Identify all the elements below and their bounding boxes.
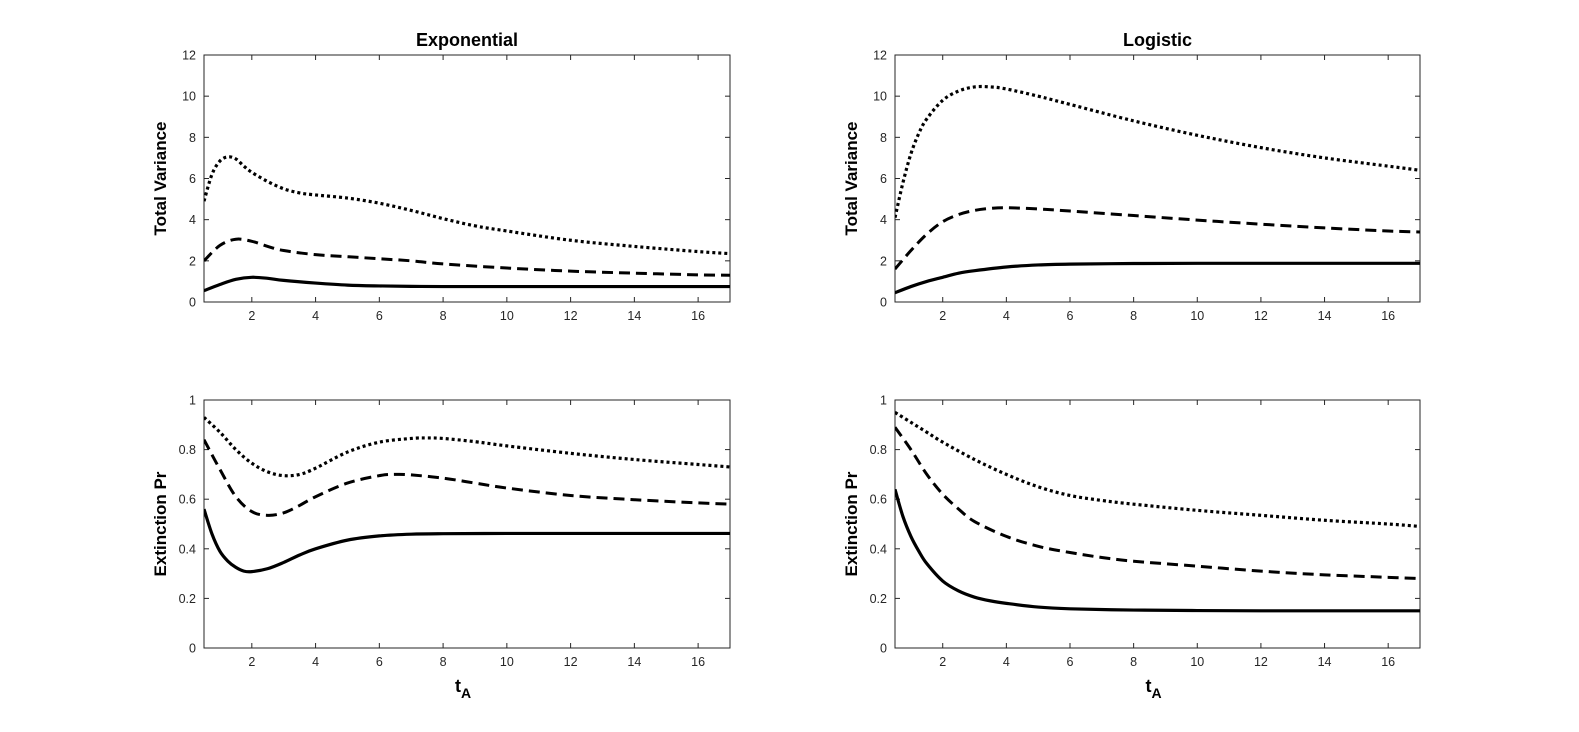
y-tick-label: 8 <box>880 131 887 145</box>
x-axis-label-subscript: A <box>461 685 471 701</box>
y-tick-label: 0 <box>189 642 196 656</box>
x-tick-label: 8 <box>440 655 447 669</box>
series-line-dashed <box>895 206 1420 271</box>
x-axis-label-main: t <box>1145 676 1151 696</box>
series-line-dotted <box>895 84 1420 218</box>
y-tick-label: 1 <box>189 394 196 408</box>
x-tick-label: 14 <box>627 655 641 669</box>
y-tick-label: 0 <box>189 296 196 310</box>
plot-area <box>894 399 1421 649</box>
x-tick-label: 6 <box>376 309 383 323</box>
y-tick-label: 6 <box>880 172 887 186</box>
y-tick-label: 12 <box>182 49 196 63</box>
series-group <box>204 155 730 293</box>
series-line-dotted <box>895 411 1420 529</box>
panel-title: Exponential <box>416 30 518 50</box>
y-tick-label: 0.6 <box>179 493 196 507</box>
x-tick-label: 6 <box>1067 309 1074 323</box>
series-line-dashed <box>895 426 1420 581</box>
series-line-dashed <box>204 237 730 277</box>
y-tick-label: 1 <box>880 394 887 408</box>
y-tick-label: 4 <box>189 213 196 227</box>
x-tick-label: 16 <box>1381 309 1395 323</box>
plot-area <box>203 399 731 649</box>
y-tick-label: 10 <box>182 90 196 104</box>
x-tick-label: 14 <box>627 309 641 323</box>
x-tick-label: 4 <box>312 655 319 669</box>
y-tick-label: 0 <box>880 296 887 310</box>
x-tick-label: 16 <box>691 309 705 323</box>
y-tick-label: 0.8 <box>870 443 887 457</box>
x-tick-label: 12 <box>1254 655 1268 669</box>
series-line-dotted <box>204 155 730 256</box>
panel-bl: 2 4 6 8 10 12 14 16 0 0.2 0.4 0.6 0.8 1 Extinction Pr t… <box>151 394 731 701</box>
x-tick-label: 16 <box>1381 655 1395 669</box>
y-tick-label: 0.4 <box>870 542 887 556</box>
panel-title: Logistic <box>1123 30 1192 50</box>
plot-area <box>203 54 731 303</box>
panel-tl: 2 4 6 8 10 12 14 16 0 2 4 6 8 10 12 Exponential Total Va… <box>151 30 731 323</box>
y-tick-label: 6 <box>189 172 196 186</box>
y-axis-label: Total Variance <box>151 121 170 235</box>
x-tick-label: 10 <box>500 655 514 669</box>
x-axis-label: tA <box>455 676 471 701</box>
y-tick-label: 0 <box>880 642 887 656</box>
x-tick-label: 2 <box>248 655 255 669</box>
x-tick-label: 10 <box>500 309 514 323</box>
x-axis-label-main: t <box>455 676 461 696</box>
x-tick-label: 16 <box>691 655 705 669</box>
panel-br: 2 4 6 8 10 12 14 16 0 0.2 0.4 0.6 0.8 1 Extinction Pr t… <box>842 394 1421 701</box>
y-tick-label: 0.2 <box>870 592 887 606</box>
y-tick-label: 0.4 <box>179 542 196 556</box>
x-tick-label: 6 <box>376 655 383 669</box>
x-tick-label: 8 <box>1130 309 1137 323</box>
y-axis-label: Total Variance <box>842 121 861 235</box>
series-line-solid <box>895 488 1420 613</box>
series-line-solid <box>204 508 730 574</box>
y-tick-label: 2 <box>880 254 887 268</box>
x-tick-label: 8 <box>440 309 447 323</box>
series-line-solid <box>204 275 730 293</box>
x-tick-label: 12 <box>1254 309 1268 323</box>
y-tick-label: 8 <box>189 131 196 145</box>
series-line-dashed <box>204 438 730 517</box>
x-tick-label: 12 <box>564 309 578 323</box>
y-tick-label: 0.2 <box>179 592 196 606</box>
x-tick-label: 2 <box>248 309 255 323</box>
x-tick-label: 10 <box>1190 309 1204 323</box>
x-axis-label: tA <box>1145 676 1161 701</box>
x-tick-label: 2 <box>939 309 946 323</box>
series-line-dotted <box>204 416 730 478</box>
series-group <box>204 416 730 574</box>
plot-area <box>894 54 1421 303</box>
y-tick-label: 4 <box>880 213 887 227</box>
x-tick-label: 4 <box>1003 309 1010 323</box>
x-tick-label: 4 <box>1003 655 1010 669</box>
x-tick-label: 8 <box>1130 655 1137 669</box>
y-axis-label: Extinction Pr <box>842 471 861 576</box>
y-tick-label: 12 <box>873 49 887 63</box>
panel-tr: 2 4 6 8 10 12 14 16 0 2 4 6 8 10 12 Logistic Total Varia… <box>842 30 1421 323</box>
x-axis-label-subscript: A <box>1151 685 1161 701</box>
y-tick-label: 10 <box>873 90 887 104</box>
y-tick-label: 0.8 <box>179 443 196 457</box>
x-tick-label: 6 <box>1067 655 1074 669</box>
y-axis-label: Extinction Pr <box>151 471 170 576</box>
x-tick-label: 14 <box>1318 309 1332 323</box>
x-tick-label: 12 <box>564 655 578 669</box>
y-tick-label: 2 <box>189 254 196 268</box>
series-line-solid <box>895 261 1420 295</box>
series-group <box>895 411 1420 613</box>
x-tick-label: 14 <box>1318 655 1332 669</box>
y-tick-label: 0.6 <box>870 493 887 507</box>
x-tick-label: 2 <box>939 655 946 669</box>
x-tick-label: 4 <box>312 309 319 323</box>
x-tick-label: 10 <box>1190 655 1204 669</box>
series-group <box>895 84 1420 295</box>
